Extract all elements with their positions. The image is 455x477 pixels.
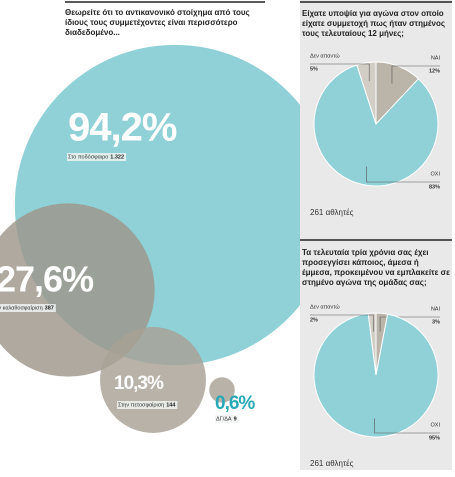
category-label: Στο ποδόσφαιρο <box>68 153 108 160</box>
pie-charts: ΝΑΙ 12% ΟΧΙ 83% Δεν απαντώ 5% 261 αθλητές ΝΑΙ 3%… <box>310 52 440 468</box>
value-label: 5% <box>310 66 318 72</box>
footnote: 261 αθλητές <box>310 459 354 468</box>
count-label: 144 <box>166 402 176 408</box>
category-label: ΟΧΙ <box>431 422 441 428</box>
leader-line <box>310 314 374 332</box>
label-box <box>0 304 56 312</box>
value-label: 3% <box>432 319 440 325</box>
chart-title: Είχατε υποψία για αγώνα στον οποίο είχατ… <box>302 9 446 38</box>
category-label: Δεν απαντώ <box>310 303 340 310</box>
value-label: 83% <box>429 184 440 190</box>
category-label: Στην πετοσφαίριση <box>118 402 164 408</box>
leader-line <box>374 418 440 434</box>
count-label: 9 <box>234 416 237 422</box>
pie-slice <box>356 61 377 125</box>
category-label: Δεν απαντώ <box>310 52 340 59</box>
pie-slice <box>313 64 439 187</box>
category-label: ΝΑΙ <box>431 306 441 312</box>
chart-title: Τα τελευταία τρία χρόνια σας έχει προσεγ… <box>302 248 450 287</box>
label-box <box>67 153 127 161</box>
value-label: 95% <box>429 435 440 441</box>
pie-slice <box>313 312 439 438</box>
category-label: ΔΓ/ΔΑ <box>216 416 232 422</box>
value-label: 94,2% <box>68 106 177 150</box>
pie-slice <box>367 312 377 376</box>
category-label: ΝΑΙ <box>431 55 441 61</box>
bubble <box>0 203 155 377</box>
value-label: 2% <box>310 317 318 323</box>
label-box <box>117 401 178 409</box>
value-label: 27,6% <box>0 259 94 300</box>
footnote: 261 αθλητές <box>310 208 354 217</box>
value-label: 12% <box>429 68 440 74</box>
value-label: 10,3% <box>114 373 164 394</box>
label-box <box>215 415 239 423</box>
category-label: Στην καλαθοσφαίριση <box>0 305 43 311</box>
leader-line <box>310 63 370 82</box>
value-label: 0,6% <box>215 393 255 414</box>
chart-title: Θεωρείτε ότι το αντικανονικό στοίχημα απ… <box>65 8 250 37</box>
leader-line <box>366 166 440 183</box>
category-label: ΟΧΙ <box>431 171 441 177</box>
leader-line <box>379 316 440 332</box>
count-label: 1.322 <box>110 154 124 160</box>
bubble <box>209 377 235 403</box>
count-label: 387 <box>45 305 54 311</box>
leader-line <box>391 65 440 84</box>
